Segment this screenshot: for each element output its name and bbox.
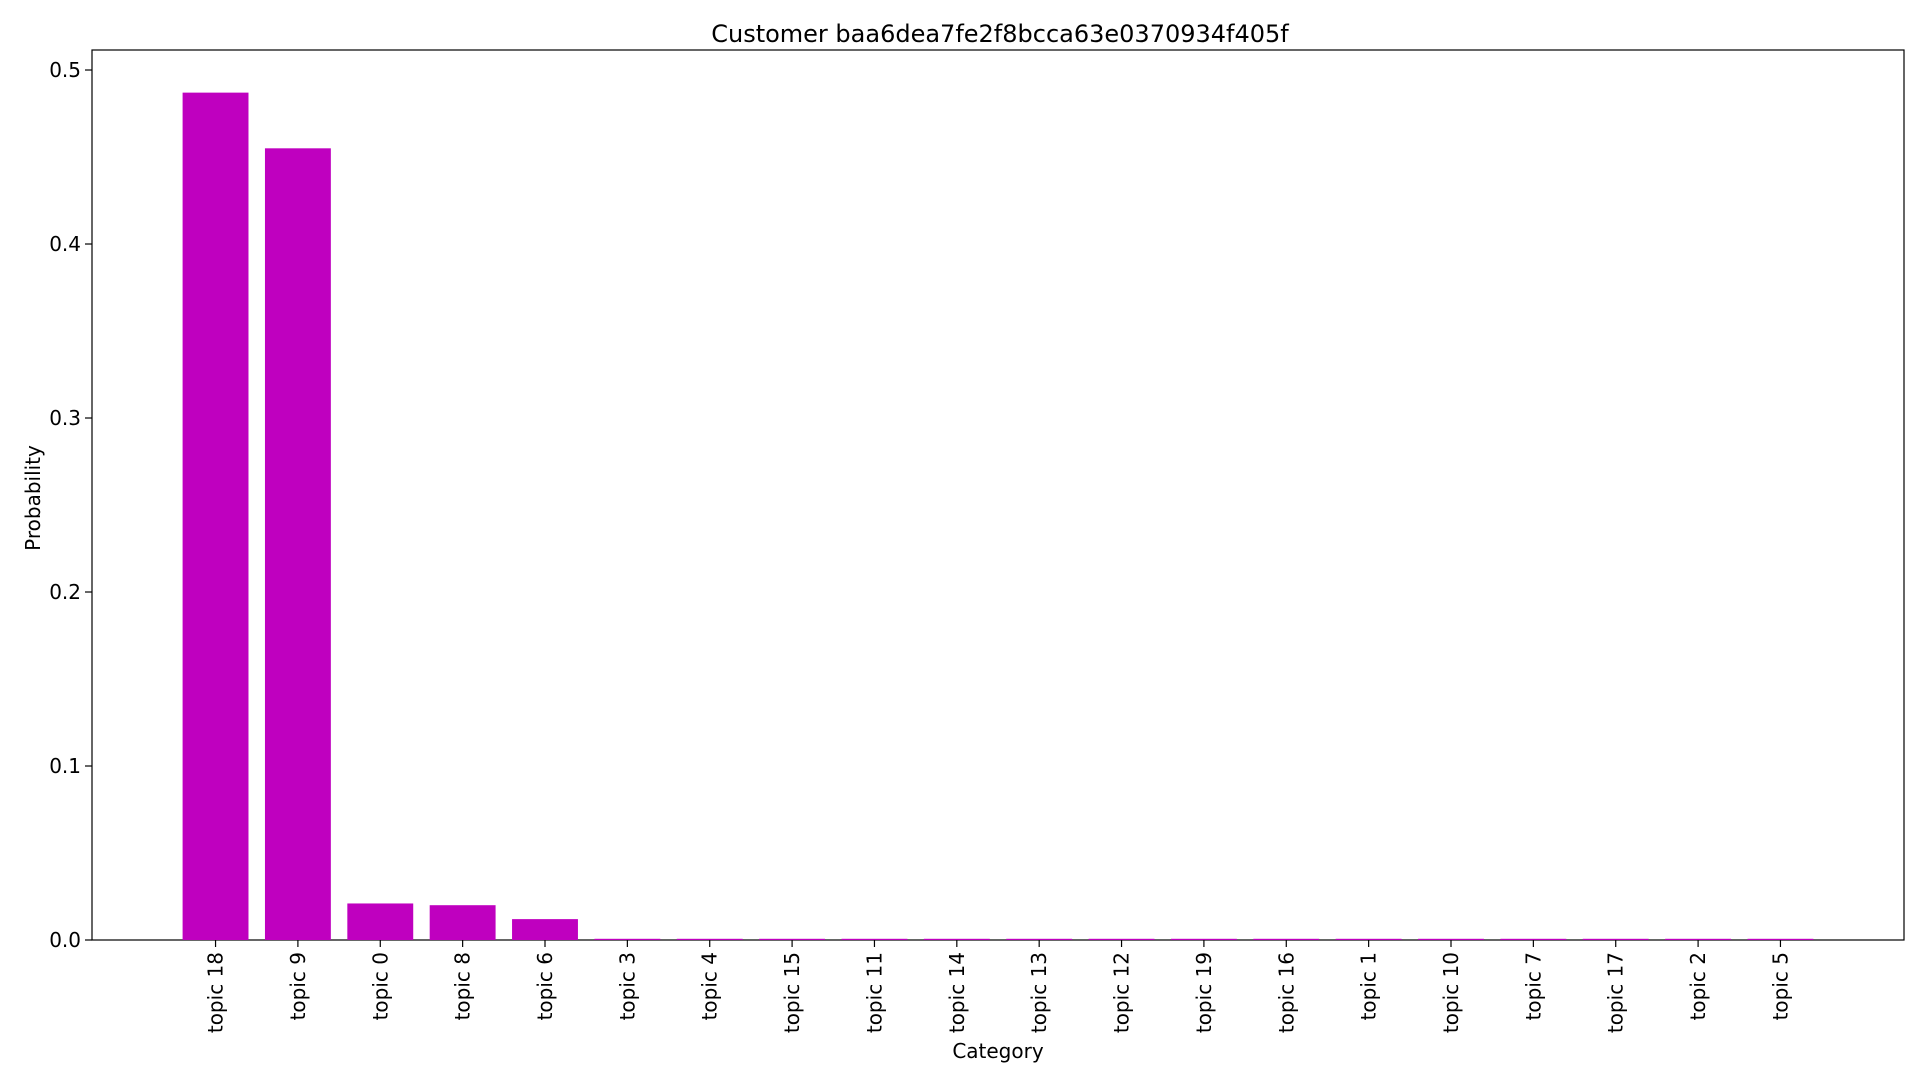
bar [347,903,414,940]
bar [429,905,496,940]
x-tick-label: topic 9 [286,952,310,1020]
x-tick-label: topic 7 [1521,952,1545,1020]
x-tick-label: topic 18 [204,952,228,1033]
x-tick-label: topic 17 [1604,952,1628,1033]
plot-area [91,49,1905,941]
y-axis-title: Probability [21,445,45,551]
bar [1500,938,1567,940]
y-tick-label: 0.0 [49,928,81,952]
y-tick-label: 0.3 [49,406,81,430]
x-tick-label: topic 2 [1686,952,1710,1020]
bar [1335,938,1402,940]
y-tick-label: 0.2 [49,580,81,604]
x-tick-label: topic 8 [451,952,475,1020]
bar [264,148,331,940]
bars-group [182,92,1814,940]
x-tick-label: topic 13 [1027,952,1051,1033]
x-tick-label: topic 11 [862,952,886,1033]
bar [182,92,249,940]
bar [1088,938,1155,940]
bar [841,938,908,940]
bar [1747,938,1814,940]
x-tick-label: topic 15 [780,952,804,1033]
x-tick-label: topic 4 [698,952,722,1020]
bar [759,938,826,940]
y-axis: 0.0 0.1 0.2 0.3 0.4 0.5 [49,58,92,952]
bar [1665,938,1732,940]
bar [1170,938,1237,940]
x-tick-label: topic 3 [615,952,639,1020]
bar [594,938,661,940]
y-tick-label: 0.5 [49,58,81,82]
bar [1418,938,1484,940]
chart-title: Customer baa6dea7fe2f8bcca63e0370934f405… [711,20,1289,48]
x-tick-label: topic 0 [368,952,392,1020]
x-tick-label: topic 16 [1274,952,1298,1033]
bar [923,938,990,940]
bar [512,919,578,940]
bar [1582,938,1649,940]
y-tick-label: 0.4 [49,232,81,256]
bar [1006,938,1073,940]
x-tick-label: topic 1 [1357,952,1381,1020]
bar [1253,938,1320,940]
x-tick-label: topic 10 [1439,952,1463,1033]
x-tick-label: topic 19 [1192,952,1216,1033]
bar [676,938,743,940]
x-tick-label: topic 12 [1110,952,1134,1033]
x-axis: topic 18 topic 9 topic 0 topic 8 topic 6 topi… [204,940,1792,1033]
x-tick-label: topic 14 [945,952,969,1033]
y-tick-label: 0.1 [49,754,81,778]
x-axis-title: Category [952,1039,1044,1063]
x-tick-label: topic 5 [1768,952,1792,1020]
x-tick-label: topic 6 [533,952,557,1020]
